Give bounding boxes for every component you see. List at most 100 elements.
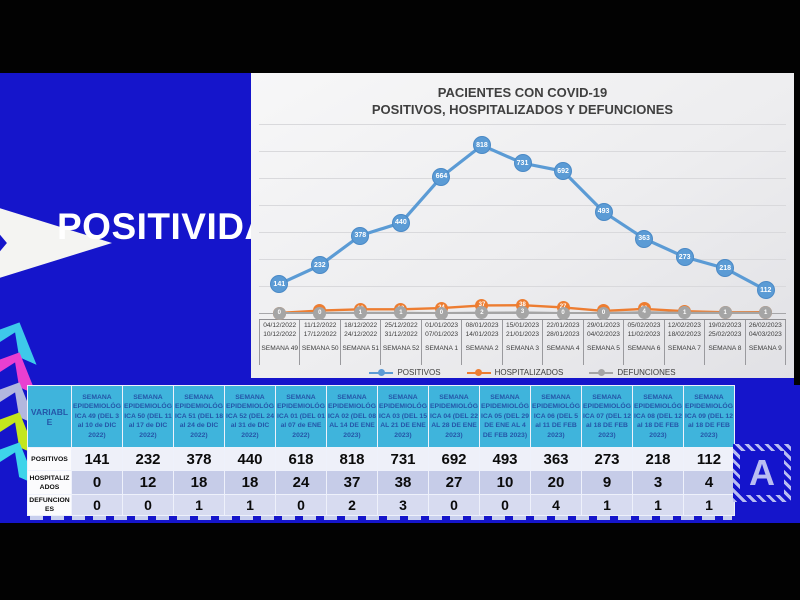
data-point-defunciones: 0 xyxy=(313,306,327,320)
table-cell-value: 0 xyxy=(479,494,531,516)
table-cell-value: 818 xyxy=(326,447,378,471)
x-axis-label: 19/02/2023 xyxy=(708,322,742,329)
x-axis-category: 05/02/2023 11/02/2023 SEMANA 6 xyxy=(624,320,665,365)
table-cell-value: 273 xyxy=(581,447,633,471)
table-cell-value: 9 xyxy=(581,470,633,495)
table-cell-value: 3 xyxy=(377,494,429,516)
x-axis-label: 04/12/2022 xyxy=(263,322,297,329)
table-cell-value: 1 xyxy=(581,494,633,516)
gridline xyxy=(259,286,786,287)
x-axis-label: 29/01/2023 xyxy=(586,322,620,329)
x-axis-label: SEMANA 6 xyxy=(627,345,661,353)
legend-marker-icon xyxy=(369,368,394,377)
channel-logo: A xyxy=(733,444,791,502)
table-row-defunciones: DEFUNCIONES 0 0 1 1 0 2 3 0 0 4 1 1 1 xyxy=(27,494,735,516)
table-cell-value: 4 xyxy=(530,494,582,516)
gridline xyxy=(259,178,786,179)
data-point-positivos: 818 xyxy=(472,136,491,155)
x-axis-label: 11/12/2022 xyxy=(303,322,337,329)
table-cell-value: 141 xyxy=(71,447,123,471)
x-axis-category: 04/12/2022 10/12/2022 SEMANA 49 xyxy=(259,320,301,365)
bottom-letterbox-bar xyxy=(0,523,800,600)
x-axis-category: 29/01/2023 04/02/2023 SEMANA 5 xyxy=(584,320,625,365)
x-axis-label: 26/02/2023 xyxy=(748,322,782,329)
table-week-header: SEMANA EPIDEMIOLÓGICA 09 (DEL 12 al 18 D… xyxy=(683,385,735,448)
table-cell-value: 1 xyxy=(632,494,684,516)
data-point-positivos: 273 xyxy=(675,248,694,267)
table-cell-value: 10 xyxy=(479,470,531,495)
data-point-defunciones: 1 xyxy=(759,306,773,320)
x-axis-category: 26/02/2023 04/03/2023 SEMANA 9 xyxy=(746,320,787,365)
table-cell-value: 0 xyxy=(275,494,327,516)
table-week-header: SEMANA EPIDEMIOLÓGICA 02 (DEL 08 AL 14 D… xyxy=(326,385,378,448)
x-axis-label: 05/02/2023 xyxy=(627,322,661,329)
data-point-defunciones: 1 xyxy=(718,306,732,320)
x-axis-label: 07/01/2023 xyxy=(425,330,459,338)
x-axis-category: 18/12/2022 24/12/2022 SEMANA 51 xyxy=(341,320,382,365)
x-axis-category: 19/02/2023 25/02/2023 SEMANA 8 xyxy=(705,320,746,365)
table-cell-value: 112 xyxy=(683,447,735,471)
x-axis-label: 11/02/2023 xyxy=(627,330,661,338)
table-cell-value: 692 xyxy=(428,447,480,471)
table-row-positivos: POSITIVOS 141 232 378 440 618 818 731 692 493 363 2… xyxy=(27,447,735,471)
data-point-positivos: 493 xyxy=(594,202,613,221)
x-axis-label: SEMANA 8 xyxy=(708,345,742,353)
table-cell-value: 618 xyxy=(275,447,327,471)
data-point-defunciones: 1 xyxy=(678,306,692,320)
x-axis-label: 24/12/2022 xyxy=(344,330,378,338)
legend-label: HOSPITALIZADOS xyxy=(494,368,564,377)
channel-logo-letter: A xyxy=(749,452,775,493)
gridline xyxy=(259,232,786,233)
x-axis-label: 14/01/2023 xyxy=(465,330,499,338)
x-axis-label: SEMANA 3 xyxy=(506,345,540,353)
legend-label: DEFUNCIONES xyxy=(617,368,676,377)
table-cell-value: 0 xyxy=(71,494,123,516)
table-cell-value: 731 xyxy=(377,447,429,471)
x-axis-label: 15/01/2023 xyxy=(506,322,540,329)
table-cell-value: 0 xyxy=(122,494,174,516)
x-axis-label: SEMANA 2 xyxy=(465,345,499,353)
x-axis-label: 21/01/2023 xyxy=(506,330,540,338)
gridline xyxy=(259,259,786,260)
table-week-header: SEMANA EPIDEMIOLÓGICA 52 (DEL 24 al 31 d… xyxy=(224,385,276,448)
data-point-defunciones: 0 xyxy=(272,306,286,320)
x-axis-label: 04/03/2023 xyxy=(748,330,782,338)
x-axis-label: 10/12/2022 xyxy=(263,330,297,338)
x-axis-category: 25/12/2022 31/12/2022 SEMANA 52 xyxy=(381,320,422,365)
chart-title: PACIENTES CON COVID-19 POSITIVOS, HOSPIT… xyxy=(251,84,794,118)
table-cell-value: 0 xyxy=(71,470,123,495)
data-point-defunciones: 0 xyxy=(556,306,570,320)
table-week-header: SEMANA EPIDEMIOLÓGICA 05 (DEL 29 DE ENE … xyxy=(479,385,531,448)
table-cell-value: 363 xyxy=(530,447,582,471)
chart-title-line2: POSITIVOS, HOSPITALIZADOS Y DEFUNCIONES xyxy=(371,102,674,117)
data-point-defunciones: 4 xyxy=(637,305,651,319)
table-cell-value: 4 xyxy=(683,470,735,495)
x-axis-label: 18/12/2022 xyxy=(344,322,378,329)
data-point-positivos: 731 xyxy=(513,154,532,173)
data-point-defunciones: 1 xyxy=(353,306,367,320)
legend-label: POSITIVOS xyxy=(397,368,441,377)
table-week-header: SEMANA EPIDEMIOLÓGICA 07 (DEL 12 al 18 D… xyxy=(581,385,633,448)
table-row-hospitalizados: HOSPITALIZADOS 0 12 18 18 24 37 38 27 10 20 9 3 4 xyxy=(27,470,735,495)
x-axis-category: 01/01/2023 07/01/2023 SEMANA 1 xyxy=(422,320,463,365)
data-point-positivos: 218 xyxy=(716,259,735,278)
table-header-variable: VARIABLE xyxy=(27,385,72,448)
table-cell-value: 24 xyxy=(275,470,327,495)
data-point-positivos: 664 xyxy=(432,167,451,186)
table-week-header: SEMANA EPIDEMIOLÓGICA 03 (DEL 15 AL 21 D… xyxy=(377,385,429,448)
x-axis-label: SEMANA 49 xyxy=(261,345,299,353)
x-axis-category: 12/02/2023 18/02/2023 SEMANA 7 xyxy=(665,320,706,365)
table-cell-value: 232 xyxy=(122,447,174,471)
table-cell-value: 440 xyxy=(224,447,276,471)
x-axis-label: 25/12/2022 xyxy=(384,322,418,329)
clipped-text-strip xyxy=(30,516,732,520)
table-week-header: SEMANA EPIDEMIOLÓGICA 08 (DEL 12 al 18 D… xyxy=(632,385,684,448)
legend-item-hospitalizados: HOSPITALIZADOS xyxy=(466,368,564,377)
table-cell-value: 2 xyxy=(326,494,378,516)
x-axis-label: SEMANA 50 xyxy=(301,345,339,353)
table-cell-value: 1 xyxy=(224,494,276,516)
table-week-header: SEMANA EPIDEMIOLÓGICA 04 (DEL 22 AL 28 D… xyxy=(428,385,480,448)
x-axis-label: 08/01/2023 xyxy=(465,322,499,329)
chart-x-axis: 04/12/2022 10/12/2022 SEMANA 49 11/12/2022 1… xyxy=(259,319,787,365)
